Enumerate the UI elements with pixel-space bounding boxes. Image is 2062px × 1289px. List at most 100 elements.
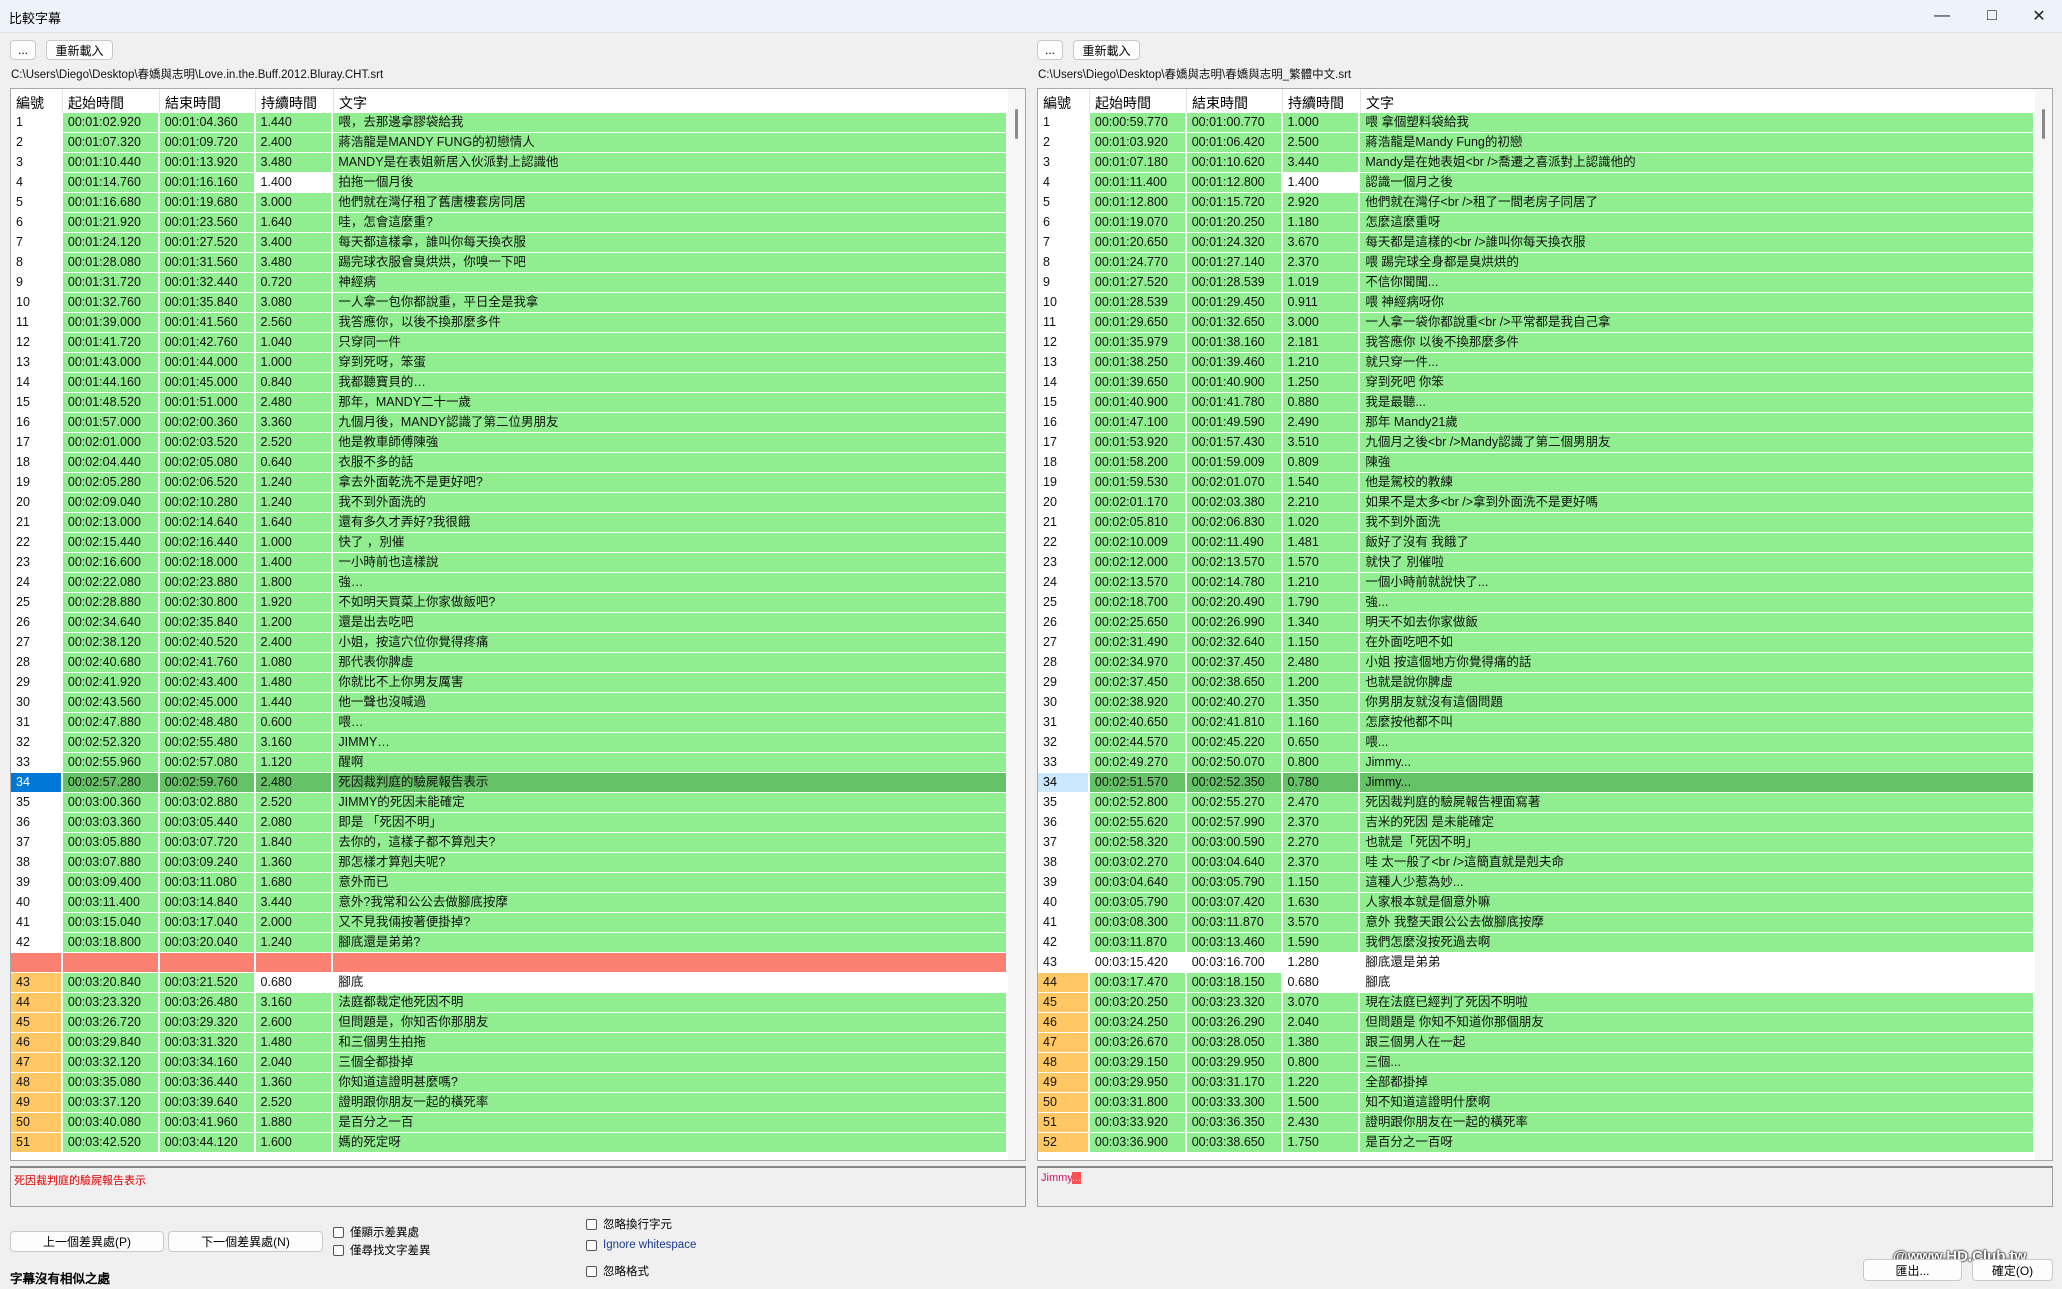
table-row[interactable]: 48 00:03:29.150 00:03:29.950 0.800 三個... (1038, 1053, 2035, 1073)
table-row[interactable]: 28 00:02:34.970 00:02:37.450 2.480 小姐 按這個地方你… (1038, 653, 2035, 673)
table-row[interactable]: 41 00:03:15.040 00:03:17.040 2.000 又不見我倆按著便掛… (11, 913, 1008, 933)
table-row[interactable]: 3 00:01:10.440 00:01:13.920 3.480 MANDY是在表姐新… (11, 153, 1008, 173)
table-row[interactable]: 42 00:03:18.800 00:03:20.040 1.240 腳底還是弟弟? (11, 933, 1008, 953)
column-header-start-time[interactable]: 起始時間 (63, 89, 160, 113)
minimize-icon[interactable]: — (1934, 7, 1950, 24)
checkbox-box[interactable] (333, 1226, 344, 1238)
table-row[interactable]: 31 00:02:47.880 00:02:48.480 0.600 喂… (11, 713, 1008, 733)
table-row[interactable]: 42 00:03:11.870 00:03:13.460 1.590 我們怎麼沒按死過去… (1038, 933, 2035, 953)
table-row[interactable]: 20 00:02:01.170 00:02:03.380 2.210 如果不是太多<br… (1038, 493, 2035, 513)
table-row[interactable]: 38 00:03:02.270 00:03:04.640 2.370 哇 太一般了<br… (1038, 853, 2035, 873)
table-row[interactable]: 27 00:02:38.120 00:02:40.520 2.400 小姐，按這穴位你覺… (11, 633, 1008, 653)
table-row[interactable]: 25 00:02:28.880 00:02:30.800 1.920 不如明天買菜上你家… (11, 593, 1008, 613)
table-row[interactable]: 21 00:02:05.810 00:02:06.830 1.020 我不到外面洗 (1038, 513, 2035, 533)
table-row[interactable]: 44 00:03:23.320 00:03:26.480 3.160 法庭都裁定他死因不… (11, 993, 1008, 1013)
table-row[interactable]: 26 00:02:25.650 00:02:26.990 1.340 明天不如去你家做飯 (1038, 613, 2035, 633)
table-row[interactable]: 8 00:01:24.770 00:01:27.140 2.370 喂 踢完球全身都是臭… (1038, 253, 2035, 273)
column-header-end-time[interactable]: 結束時間 (1187, 89, 1283, 113)
table-row[interactable]: 5 00:01:16.680 00:01:19.680 3.000 他們就在灣仔租了舊唐… (11, 193, 1008, 213)
table-row[interactable]: 49 00:03:29.950 00:03:31.170 1.220 全部都掛掉 (1038, 1073, 2035, 1093)
table-row[interactable]: 16 00:01:57.000 00:02:00.360 3.360 九個月後，MAND… (11, 413, 1008, 433)
show-only-diff-checkbox[interactable]: 僅顯示差異處 (333, 1224, 419, 1240)
table-row[interactable]: 45 00:03:26.720 00:03:29.320 2.600 但問題是，你知否你… (11, 1013, 1008, 1033)
table-row[interactable]: 1 00:01:02.920 00:01:04.360 1.440 喂，去那邊拿膠袋給我 (11, 113, 1008, 133)
checkbox-box[interactable] (586, 1218, 597, 1230)
table-row[interactable]: 24 00:02:22.080 00:02:23.880 1.800 強… (11, 573, 1008, 593)
table-row[interactable]: 48 00:03:35.080 00:03:36.440 1.360 你知道這證明甚麼嗎… (11, 1073, 1008, 1093)
table-row[interactable]: 6 00:01:19.070 00:01:20.250 1.180 怎麼這麼重呀 (1038, 213, 2035, 233)
scrollbar-thumb[interactable] (2042, 109, 2045, 139)
column-header-text[interactable]: 文字 (1361, 89, 2037, 113)
table-row[interactable]: 10 00:01:32.760 00:01:35.840 3.080 一人拿一包你都說重… (11, 293, 1008, 313)
table-row[interactable]: 18 00:02:04.440 00:02:05.080 0.640 衣服不多的話 (11, 453, 1008, 473)
table-row[interactable]: 23 00:02:16.600 00:02:18.000 1.400 一小時前也這樣說 (11, 553, 1008, 573)
table-row[interactable]: 39 00:03:09.400 00:03:11.080 1.680 意外而已 (11, 873, 1008, 893)
table-row[interactable]: 13 00:01:43.000 00:01:44.000 1.000 穿到死呀，笨蛋 (11, 353, 1008, 373)
table-row[interactable]: 22 00:02:15.440 00:02:16.440 1.000 快了 ，別催 (11, 533, 1008, 553)
column-header-end-time[interactable]: 結束時間 (160, 89, 256, 113)
right-browse-button[interactable]: ... (1037, 40, 1063, 60)
table-row[interactable]: 38 00:03:07.880 00:03:09.240 1.360 那怎樣才算剋夫呢? (11, 853, 1008, 873)
left-subtitle-table[interactable]: 編號 起始時間 結束時間 持續時間 文字 1 00:01:02.920 00:01:04.36… (10, 88, 1026, 1161)
table-row[interactable]: 40 00:03:05.790 00:03:07.420 1.630 人家根本就是個意外… (1038, 893, 2035, 913)
table-row[interactable]: 51 00:03:33.920 00:03:36.350 2.430 證明跟你朋友在一起… (1038, 1113, 2035, 1133)
column-header-duration[interactable]: 持續時間 (1283, 89, 1361, 113)
vertical-scrollbar[interactable] (2035, 89, 2052, 1160)
table-row[interactable]: 27 00:02:31.490 00:02:32.640 1.150 在外面吃吧不如 (1038, 633, 2035, 653)
table-row[interactable]: 14 00:01:44.160 00:01:45.000 0.840 我都聽寶貝的… (11, 373, 1008, 393)
checkbox-box[interactable] (333, 1244, 344, 1256)
table-row[interactable]: 44 00:03:17.470 00:03:18.150 0.680 腳底 (1038, 973, 2035, 993)
table-row[interactable]: 12 00:01:41.720 00:01:42.760 1.040 只穿同一件 (11, 333, 1008, 353)
table-row[interactable]: 18 00:01:58.200 00:01:59.009 0.809 陳強 (1038, 453, 2035, 473)
table-row[interactable]: 13 00:01:38.250 00:01:39.460 1.210 就只穿一件... (1038, 353, 2035, 373)
table-row[interactable]: 47 00:03:32.120 00:03:34.160 2.040 三個全都掛掉 (11, 1053, 1008, 1073)
table-row[interactable]: 33 00:02:55.960 00:02:57.080 1.120 醒啊 (11, 753, 1008, 773)
table-row[interactable]: 9 00:01:31.720 00:01:32.440 0.720 神經病 (11, 273, 1008, 293)
table-row[interactable]: 8 00:01:28.080 00:01:31.560 3.480 踢完球衣服會臭烘烘，… (11, 253, 1008, 273)
table-row[interactable]: 19 00:01:59.530 00:02:01.070 1.540 他是駕校的教練 (1038, 473, 2035, 493)
table-row[interactable]: 49 00:03:37.120 00:03:39.640 2.520 證明跟你朋友一起的… (11, 1093, 1008, 1113)
table-row[interactable]: 52 00:03:36.900 00:03:38.650 1.750 是百分之一百呀 (1038, 1133, 2035, 1153)
table-row[interactable]: 17 00:01:53.920 00:01:57.430 3.510 九個月之後<br … (1038, 433, 2035, 453)
table-row[interactable]: 50 00:03:40.080 00:03:41.960 1.880 是百分之一百 (11, 1113, 1008, 1133)
table-row[interactable]: 20 00:02:09.040 00:02:10.280 1.240 我不到外面洗的 (11, 493, 1008, 513)
table-row[interactable]: 37 00:02:58.320 00:03:00.590 2.270 也就是「死因不明」 (1038, 833, 2035, 853)
table-row[interactable]: 12 00:01:35.979 00:01:38.160 2.181 我答應你 以後不換… (1038, 333, 2035, 353)
table-row[interactable]: 5 00:01:12.800 00:01:15.720 2.920 他們就在灣仔<br … (1038, 193, 2035, 213)
table-row[interactable]: 50 00:03:31.800 00:03:33.300 1.500 知不知道這證明什麼… (1038, 1093, 2035, 1113)
table-row[interactable]: 47 00:03:26.670 00:03:28.050 1.380 跟三個男人在一起 (1038, 1033, 2035, 1053)
table-row[interactable]: 30 00:02:43.560 00:02:45.000 1.440 他一聲也沒喊過 (11, 693, 1008, 713)
column-header-text[interactable]: 文字 (334, 89, 1010, 113)
table-row[interactable]: 7 00:01:24.120 00:01:27.520 3.400 每天都這樣拿，誰叫你… (11, 233, 1008, 253)
ignore-whitespace-checkbox[interactable]: Ignore whitespace (586, 1239, 696, 1251)
table-row[interactable]: 2 00:01:03.920 00:01:06.420 2.500 蔣浩龍是Mandy … (1038, 133, 2035, 153)
ignore-linebreak-checkbox[interactable]: 忽略換行字元 (586, 1216, 672, 1232)
table-row[interactable]: 1 00:00:59.770 00:01:00.770 1.000 喂 拿個塑料袋給我 (1038, 113, 2035, 133)
vertical-scrollbar[interactable] (1008, 89, 1025, 1160)
table-row[interactable]: 29 00:02:37.450 00:02:38.650 1.200 也就是說你脾虛 (1038, 673, 2035, 693)
table-row[interactable]: 34 00:02:57.280 00:02:59.760 2.480 死因裁判庭的驗屍報… (11, 773, 1008, 793)
table-row[interactable]: 35 00:02:52.800 00:02:55.270 2.470 死因裁判庭的驗屍報… (1038, 793, 2035, 813)
table-row[interactable]: 36 00:02:55.620 00:02:57.990 2.370 吉米的死因 是未能… (1038, 813, 2035, 833)
table-row[interactable]: 16 00:01:47.100 00:01:49.590 2.490 那年 Mandy2… (1038, 413, 2035, 433)
column-header-number[interactable]: 編號 (11, 89, 63, 113)
left-reload-button[interactable]: 重新載入 (46, 40, 113, 60)
table-row[interactable]: 4 00:01:11.400 00:01:12.800 1.400 認識一個月之後 (1038, 173, 2035, 193)
table-row[interactable]: 17 00:02:01.000 00:02:03.520 2.520 他是教車師傅陳強 (11, 433, 1008, 453)
table-row[interactable]: 9 00:01:27.520 00:01:28.539 1.019 不信你聞聞... (1038, 273, 2035, 293)
table-row[interactable]: 6 00:01:21.920 00:01:23.560 1.640 哇，怎會這麼重? (11, 213, 1008, 233)
column-header-duration[interactable]: 持續時間 (256, 89, 334, 113)
table-row[interactable]: 4 00:01:14.760 00:01:16.160 1.400 拍拖一個月後 (11, 173, 1008, 193)
maximize-icon[interactable]: □ (1987, 7, 1997, 24)
table-row[interactable]: 36 00:03:03.360 00:03:05.440 2.080 即是 「死因不明」 (11, 813, 1008, 833)
table-row[interactable]: 28 00:02:40.680 00:02:41.760 1.080 那代表你脾虛 (11, 653, 1008, 673)
table-row[interactable]: 19 00:02:05.280 00:02:06.520 1.240 拿去外面乾洗不是更… (11, 473, 1008, 493)
table-row[interactable]: 29 00:02:41.920 00:02:43.400 1.480 你就比不上你男友厲… (11, 673, 1008, 693)
table-row[interactable]: 15 00:01:40.900 00:01:41.780 0.880 我是最聽... (1038, 393, 2035, 413)
table-row[interactable]: 30 00:02:38.920 00:02:40.270 1.350 你男朋友就沒有這個… (1038, 693, 2035, 713)
table-row[interactable]: 46 00:03:24.250 00:03:26.290 2.040 但問題是 你知不知… (1038, 1013, 2035, 1033)
table-row[interactable]: 11 00:01:29.650 00:01:32.650 3.000 一人拿一袋你都說重… (1038, 313, 2035, 333)
table-row[interactable]: 25 00:02:18.700 00:02:20.490 1.790 強... (1038, 593, 2035, 613)
table-row[interactable]: 7 00:01:20.650 00:01:24.320 3.670 每天都是這樣的<br… (1038, 233, 2035, 253)
close-icon[interactable]: ✕ (2032, 8, 2046, 25)
